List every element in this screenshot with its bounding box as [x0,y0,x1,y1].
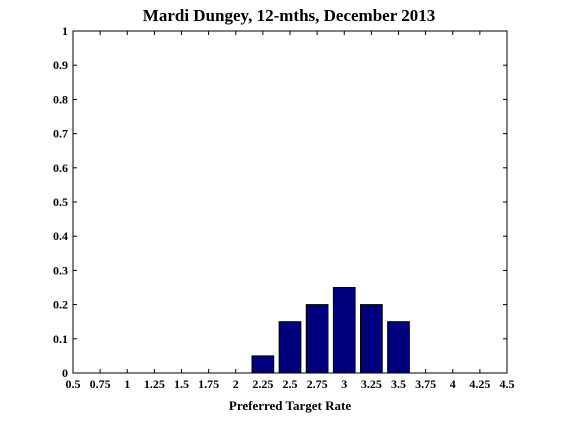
x-tick-label: 3 [341,377,347,391]
bar-2.75 [305,304,329,374]
y-tick-label: 0.4 [53,229,68,243]
y-tick-label: 0.3 [53,263,68,277]
x-tick-label: 2.75 [307,377,328,391]
x-axis-ticks: 0.5 0.75 1 1.25 1.5 1.75 2 2.25 2.5 2.75 3 3.25 3.5 3… [66,31,515,391]
bar-3.5 [387,321,410,374]
y-tick-label: 0.8 [53,92,68,106]
bars-group [251,287,410,374]
x-tick-label: 2 [233,377,239,391]
x-tick-label: 2.5 [283,377,298,391]
x-tick-label: 0.5 [66,377,81,391]
x-tick-label: 3.25 [361,377,382,391]
x-tick-label: 1.5 [174,377,189,391]
y-tick-label: 0.9 [53,58,68,72]
y-tick-label: 0.7 [53,127,68,141]
bar-3.25 [360,304,383,374]
x-tick-label: 1.25 [144,377,165,391]
x-tick-label: 0.75 [90,377,111,391]
y-tick-label: 0.6 [53,161,68,175]
x-tick-label: 1 [124,377,130,391]
chart-title: Mardi Dungey, 12-mths, December 2013 [143,6,435,25]
y-tick-label: 0.1 [53,332,68,346]
x-axis-label: Preferred Target Rate [229,398,351,413]
bar-3 [332,287,356,374]
y-tick-label: 0 [62,366,68,380]
bar-2.5 [278,321,302,374]
y-tick-label: 0.5 [53,195,68,209]
x-tick-label: 3.5 [391,377,406,391]
x-tick-label: 4.25 [469,377,490,391]
x-tick-label: 3.75 [415,377,436,391]
x-tick-label: 2.25 [252,377,273,391]
y-tick-label: 1 [62,24,68,38]
x-tick-label: 1.75 [198,377,219,391]
y-tick-label: 0.2 [53,298,68,312]
y-axis-ticks: 0 0.1 0.2 0.3 0.4 0.5 0.6 0.7 0.8 0.9 1 [53,24,507,380]
x-tick-label: 4 [450,377,456,391]
x-tick-label: 4.5 [500,377,515,391]
